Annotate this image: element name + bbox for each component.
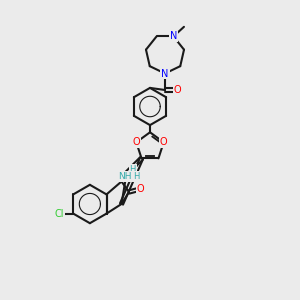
Text: N: N	[170, 32, 177, 41]
Text: H: H	[129, 165, 136, 174]
Text: O: O	[136, 184, 144, 194]
Text: O: O	[133, 137, 140, 147]
Text: O: O	[174, 85, 182, 95]
Text: NH: NH	[118, 172, 132, 181]
Text: N: N	[161, 68, 169, 79]
Text: H: H	[133, 172, 139, 181]
Text: Cl: Cl	[54, 208, 64, 219]
Text: O: O	[160, 137, 167, 147]
